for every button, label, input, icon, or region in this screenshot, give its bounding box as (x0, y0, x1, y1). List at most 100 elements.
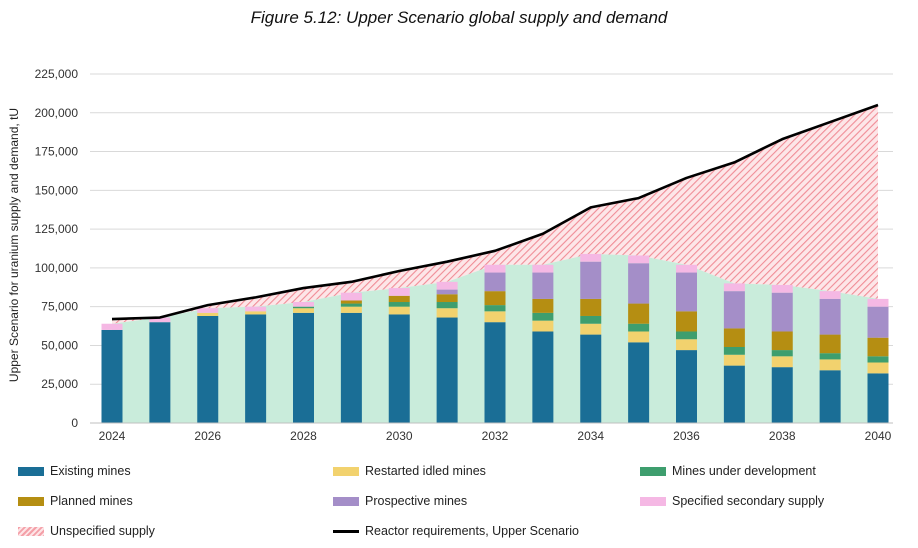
bar-specified-secondary-supply-2036 (676, 264, 697, 273)
bar-mines-under-development-2029 (340, 303, 362, 307)
bar-planned-mines-2029 (340, 300, 362, 304)
bar-planned-mines-2031 (436, 294, 458, 303)
legend-label: Mines under development (672, 464, 816, 478)
bar-specified-secondary-supply-2029 (340, 292, 362, 301)
chart-plot: 0 25,000 50,000 75,000 100,000 125,000 150,000… (35, 67, 893, 443)
x-tick-label: 2026 (194, 429, 221, 443)
bar-restarted-idled-mines-2039 (819, 359, 841, 371)
bar-restarted-idled-mines-2036 (676, 339, 697, 351)
bar-restarted-idled-mines-2031 (436, 308, 458, 318)
legend-label: Prospective mines (365, 494, 468, 508)
bar-specified-secondary-supply-2035 (628, 255, 650, 264)
bar-specified-secondary-supply-2037 (723, 283, 745, 292)
y-tick-label: 100,000 (35, 261, 79, 275)
bar-specified-secondary-supply-2025 (149, 317, 171, 323)
legend-swatch (18, 496, 44, 506)
bar-restarted-idled-mines-2032 (484, 311, 506, 323)
bar-restarted-idled-mines-2026 (197, 312, 219, 316)
legend-swatch (333, 529, 359, 533)
bar-mines-under-development-2039 (819, 353, 841, 360)
bar-restarted-idled-mines-2037 (723, 354, 745, 366)
bar-restarted-idled-mines-2028 (293, 308, 314, 313)
bar-specified-secondary-supply-2032 (484, 264, 506, 273)
bar-existing-mines-2026 (197, 315, 219, 423)
bar-mines-under-development-2028 (293, 306, 314, 309)
y-axis-label-svg: Upper Scenario for uranium supply and de… (7, 108, 21, 382)
chart-title: Figure 5.12: Upper Scenario global suppl… (250, 8, 668, 27)
bar-mines-under-development-2038 (771, 350, 793, 357)
bar-existing-mines-2037 (723, 365, 745, 423)
bar-mines-under-development-2032 (484, 305, 506, 312)
bar-mines-under-development-2036 (676, 331, 697, 340)
bar-mines-under-development-2033 (532, 312, 554, 321)
y-axis-label: Upper Scenario for uranium supply and de… (8, 108, 21, 382)
bar-prospective-mines-2036 (676, 272, 697, 312)
bar-specified-secondary-supply-2028 (293, 302, 314, 307)
legend-item-planned-mines: Planned mines (18, 494, 133, 508)
bar-prospective-mines-2035 (628, 263, 650, 304)
legend-item-specified-secondary-supply: Specified secondary supply (640, 494, 824, 508)
x-tick-label: 2038 (769, 429, 796, 443)
bar-planned-mines-2032 (484, 291, 506, 306)
y-tick-label: 125,000 (35, 222, 79, 236)
legend-label: Planned mines (50, 494, 133, 508)
bar-planned-mines-2039 (819, 334, 841, 354)
bar-existing-mines-2038 (771, 367, 793, 423)
x-tick-label: 2040 (865, 429, 892, 443)
bar-specified-secondary-supply-2030 (388, 288, 410, 296)
bar-specified-secondary-supply-2033 (532, 264, 554, 273)
bar-mines-under-development-2040 (867, 356, 889, 363)
legend-swatch (18, 466, 44, 476)
bar-restarted-idled-mines-2030 (388, 306, 410, 315)
bar-existing-mines-2033 (532, 331, 554, 423)
bar-specified-secondary-supply-2034 (580, 253, 602, 262)
x-tick-label: 2032 (482, 429, 509, 443)
x-tick-label: 2034 (577, 429, 604, 443)
bar-prospective-mines-2031 (436, 289, 458, 295)
bar-prospective-mines-2040 (867, 306, 889, 338)
bar-mines-under-development-2034 (580, 315, 602, 324)
bar-prospective-mines-2033 (532, 272, 554, 299)
legend-swatch (640, 466, 666, 476)
bar-specified-secondary-supply-2027 (245, 306, 267, 312)
bar-restarted-idled-mines-2038 (771, 356, 793, 368)
bar-planned-mines-2036 (676, 311, 697, 332)
bar-existing-mines-2025 (149, 322, 171, 423)
bar-existing-mines-2031 (436, 317, 458, 423)
bar-mines-under-development-2035 (628, 323, 650, 332)
bar-prospective-mines-2034 (580, 261, 602, 299)
x-tick-label: 2024 (99, 429, 126, 443)
y-tick-label: 200,000 (35, 106, 79, 120)
bar-existing-mines-2027 (245, 314, 267, 423)
bar-mines-under-development-2037 (723, 346, 745, 355)
bar-prospective-mines-2039 (819, 298, 841, 335)
chart-legend: Existing mines Restarted idled mines Mines… (0, 458, 918, 548)
bar-planned-mines-2035 (628, 303, 650, 324)
y-tick-label: 50,000 (41, 338, 78, 352)
bar-restarted-idled-mines-2027 (245, 311, 267, 315)
bar-restarted-idled-mines-2029 (340, 306, 362, 313)
x-tick-label: 2036 (673, 429, 700, 443)
bar-specified-secondary-supply-2038 (771, 284, 793, 293)
bar-existing-mines-2029 (340, 312, 362, 423)
bar-prospective-mines-2037 (723, 291, 745, 329)
bar-restarted-idled-mines-2040 (867, 362, 889, 374)
y-tick-label: 225,000 (35, 67, 79, 81)
bar-existing-mines-2028 (293, 312, 314, 423)
legend-swatch (333, 466, 359, 476)
legend-item-unspecified-supply: Unspecified supply (18, 524, 155, 538)
bar-existing-mines-2035 (628, 342, 650, 423)
legend-label: Reactor requirements, Upper Scenario (365, 524, 579, 538)
bar-specified-secondary-supply-2040 (867, 298, 889, 307)
bar-planned-mines-2033 (532, 298, 554, 313)
bar-prospective-mines-2032 (484, 272, 506, 292)
bar-specified-secondary-supply-2031 (436, 281, 458, 290)
bar-planned-mines-2038 (771, 331, 793, 351)
bar-existing-mines-2040 (867, 373, 889, 423)
y-tick-label: 25,000 (41, 377, 78, 391)
bar-planned-mines-2034 (580, 298, 602, 316)
legend-item-prospective-mines: Prospective mines (333, 494, 467, 508)
bar-prospective-mines-2038 (771, 292, 793, 332)
unspecified-supply-area (112, 105, 878, 324)
y-tick-label: 175,000 (35, 145, 79, 159)
